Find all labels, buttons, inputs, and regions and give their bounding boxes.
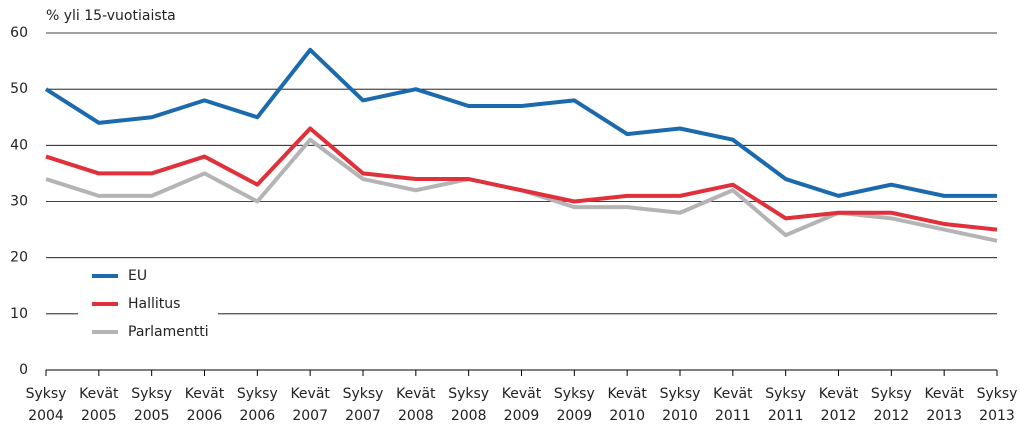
y-tick-label: 50 <box>10 81 28 97</box>
x-tick-label: Syksy <box>977 386 1018 402</box>
x-tick-label: Syksy <box>554 386 595 402</box>
legend-label: Hallitus <box>128 296 180 312</box>
x-tick-label: 2009 <box>557 408 593 424</box>
series-line <box>44 47 997 198</box>
x-tick-label: 2006 <box>187 408 223 424</box>
x-tick-label: 2013 <box>926 408 962 424</box>
x-tick-label: 2011 <box>768 408 804 424</box>
y-tick-label: 60 <box>10 25 28 41</box>
x-tick-label: Syksy <box>660 386 701 402</box>
x-tick-label: 2008 <box>451 408 487 424</box>
x-tick-label: 2010 <box>609 408 645 424</box>
x-tick-label: Kevät <box>924 386 964 402</box>
x-tick-label: 2010 <box>662 408 698 424</box>
x-tick-label: 2008 <box>398 408 434 424</box>
x-tick-label: Syksy <box>765 386 806 402</box>
x-tick-label: Kevät <box>185 386 225 402</box>
x-tick-label: Syksy <box>26 386 67 402</box>
series-line <box>45 126 998 232</box>
x-tick-label: Syksy <box>448 386 489 402</box>
y-tick-label: 10 <box>10 306 28 322</box>
x-tick-label: Syksy <box>343 386 384 402</box>
x-tick-label: Kevät <box>713 386 753 402</box>
x-tick-label: Kevät <box>819 386 859 402</box>
x-tick-label: 2007 <box>292 408 328 424</box>
x-tick-label: Kevät <box>79 386 119 402</box>
x-tick-label: 2013 <box>979 408 1015 424</box>
y-tick-label: 0 <box>19 362 28 378</box>
x-tick-label: 2012 <box>874 408 910 424</box>
x-tick-label: 2005 <box>81 408 117 424</box>
y-tick-label: 20 <box>10 250 28 266</box>
x-tick-label: Syksy <box>871 386 912 402</box>
x-tick-label: Kevät <box>290 386 330 402</box>
x-tick-label: 2007 <box>345 408 381 424</box>
x-tick-label: 2012 <box>821 408 857 424</box>
x-tick-label: Syksy <box>237 386 278 402</box>
x-tick-label: Kevät <box>396 386 436 402</box>
x-tick-label: Kevät <box>607 386 647 402</box>
y-axis-label: % yli 15-vuotiaista <box>46 8 176 24</box>
legend-label: EU <box>128 268 147 284</box>
x-tick-label: 2004 <box>28 408 64 424</box>
y-tick-label: 40 <box>10 137 28 153</box>
y-tick-label: 30 <box>10 194 28 210</box>
x-tick-label: 2011 <box>715 408 751 424</box>
x-tick-label: 2005 <box>134 408 170 424</box>
x-tick-label: 2006 <box>240 408 276 424</box>
x-tick-label: Kevät <box>502 386 542 402</box>
x-tick-label: Syksy <box>131 386 172 402</box>
x-tick-label: 2009 <box>504 408 540 424</box>
legend-label: Parlamentti <box>128 324 209 340</box>
